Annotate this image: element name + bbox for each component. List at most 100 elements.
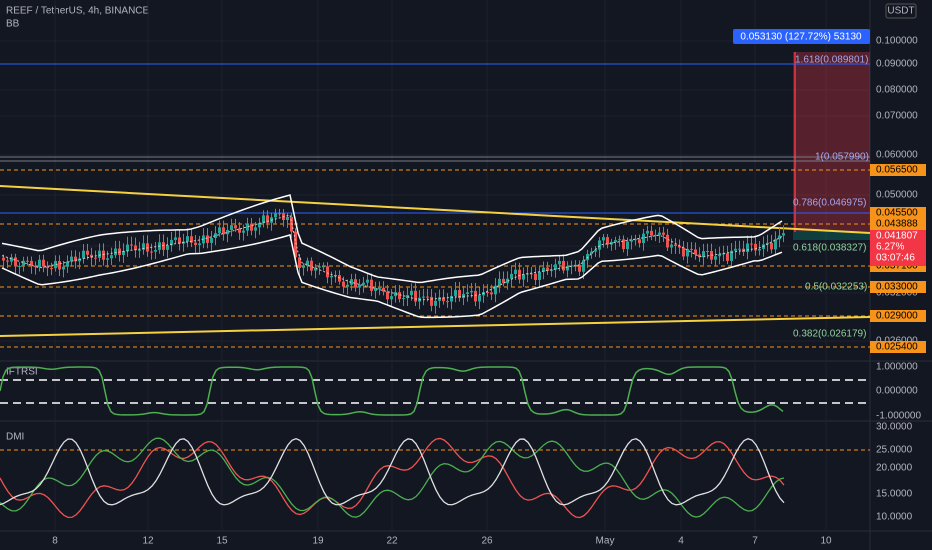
x-tick: 10 (820, 536, 832, 547)
candle-body (566, 266, 569, 271)
trend-line (0, 185, 871, 234)
candle-body (626, 241, 629, 250)
dmi-tick: 15.0000 (876, 489, 913, 500)
candle-body (702, 251, 705, 258)
x-tick: May (596, 536, 615, 547)
candle-body (82, 250, 85, 259)
candle-body (354, 279, 357, 288)
dmi-line (0, 437, 785, 506)
candle-body (698, 254, 701, 258)
bb-lower (1, 233, 783, 319)
candle-body (274, 213, 277, 218)
candle-body (694, 249, 697, 255)
candle-body (114, 248, 117, 256)
currency[interactable]: USDT (887, 6, 914, 17)
dmi-tick: 20.0000 (876, 463, 913, 474)
indicator-name: BB (6, 19, 20, 30)
candle-body (34, 266, 37, 268)
candle-body (442, 297, 445, 302)
candle-body (306, 260, 309, 267)
candle-body (510, 273, 513, 279)
fib-label: 1.618(0.089801) (795, 55, 868, 66)
candle-body (778, 235, 781, 240)
fib-label: 0.5(0.032253) (805, 282, 867, 293)
candle-body (62, 266, 65, 270)
candle-body (538, 271, 541, 280)
candle-body (246, 223, 249, 231)
price-tick: 0.070000 (876, 111, 918, 122)
candle-body (110, 255, 113, 259)
candle-body (562, 260, 565, 271)
candle-body (238, 228, 241, 233)
candle-body (206, 235, 209, 243)
x-tick: 19 (312, 536, 324, 547)
candle-body (154, 249, 157, 252)
candle-body (454, 290, 457, 296)
candle-body (86, 250, 89, 255)
candle-body (662, 232, 665, 235)
candle-body (726, 253, 729, 261)
candle-body (598, 240, 601, 250)
candle-body (394, 292, 397, 297)
candle-body (170, 239, 173, 246)
candle-body (390, 296, 393, 300)
measure-box (733, 29, 870, 44)
candle-body (302, 266, 305, 268)
candle-body (18, 266, 21, 268)
candle-body (166, 245, 169, 250)
candle-body (98, 250, 101, 258)
dmi-name: DMI (6, 432, 24, 443)
candle-body (706, 250, 709, 252)
price-badge (870, 207, 926, 219)
measure-down (793, 232, 870, 240)
candle-body (606, 237, 609, 245)
candle-body (670, 244, 673, 248)
candle-body (374, 288, 377, 291)
candle-body (534, 273, 537, 280)
candle-body (514, 269, 517, 274)
candle-body (666, 234, 669, 248)
candle-body (242, 230, 245, 233)
iftrsi-line (0, 366, 784, 416)
candle-body (38, 259, 41, 268)
dmi-tick: 30.0000 (876, 422, 913, 433)
price-badge (870, 164, 926, 176)
candle-body (402, 298, 405, 300)
candle-body (122, 251, 125, 255)
candle-body (142, 243, 145, 250)
trend-line (0, 316, 871, 337)
candle-body (410, 290, 413, 296)
x-tick: 8 (52, 536, 58, 547)
candle-body (618, 239, 621, 241)
candle-body (286, 217, 289, 221)
candle-body (42, 259, 45, 267)
measure-label: 0.053130 (127.72%) 53130 (740, 32, 862, 43)
price-badge (870, 281, 926, 293)
candle-body (610, 241, 613, 245)
price-tick: 0.090000 (876, 59, 918, 70)
dmi-tick: 25.0000 (876, 445, 913, 456)
candle-body (458, 290, 461, 299)
candle-body (470, 290, 473, 293)
candle-body (434, 300, 437, 306)
price-badge-text: 0.025400 (876, 342, 918, 353)
candle-body (614, 240, 617, 242)
last-price-box (870, 230, 926, 266)
candle-body (770, 242, 773, 250)
candle-body (30, 260, 33, 267)
candle-body (330, 275, 333, 278)
currency-box[interactable] (885, 3, 917, 19)
candle-body (622, 239, 625, 250)
candle-body (570, 265, 573, 267)
candle-body (782, 233, 785, 236)
candle-body (582, 260, 585, 272)
candle-body (502, 278, 505, 284)
candle-body (426, 296, 429, 298)
candle-body (342, 281, 345, 287)
candle-body (226, 230, 229, 235)
candle-body (350, 279, 353, 285)
candle-body (54, 260, 57, 269)
x-tick: 26 (481, 536, 493, 547)
candle-body (734, 248, 737, 251)
candle-body (630, 239, 633, 242)
